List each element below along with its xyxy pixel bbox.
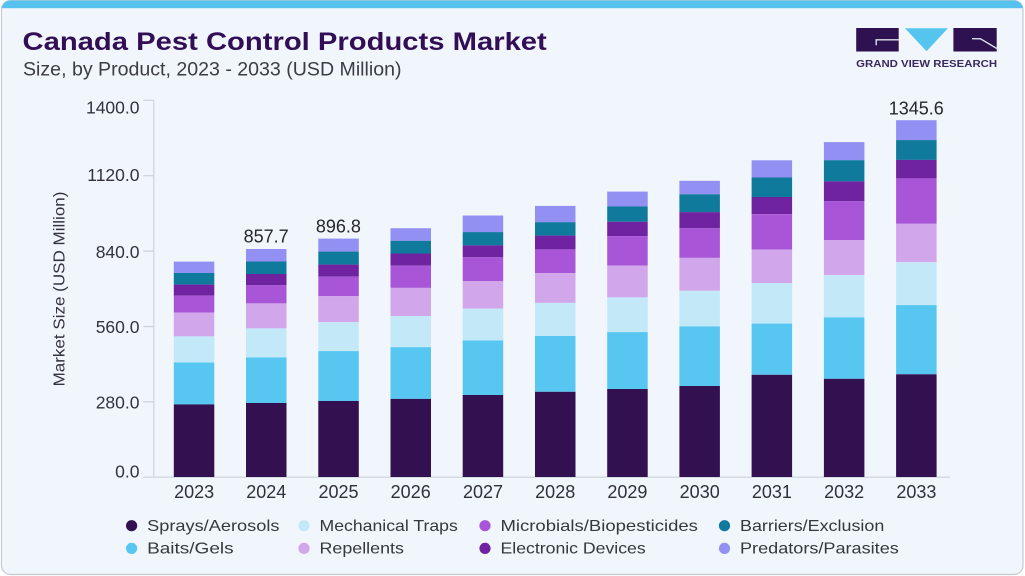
svg-text:Sprays/Aerosols: Sprays/Aerosols [147,518,279,535]
svg-text:896.8: 896.8 [316,216,361,236]
svg-text:2029: 2029 [607,482,647,502]
svg-text:0.0: 0.0 [115,461,140,481]
svg-text:Canada Pest Control Products M: Canada Pest Control Products Market [23,28,548,56]
svg-text:Microbials/Biopesticides: Microbials/Biopesticides [501,518,698,535]
svg-text:2023: 2023 [174,482,214,502]
svg-text:Barriers/Exclusion: Barriers/Exclusion [740,518,884,535]
svg-text:Mechanical Traps: Mechanical Traps [320,518,458,535]
svg-text:2030: 2030 [680,482,720,502]
svg-text:857.7: 857.7 [244,226,289,246]
svg-text:Predators/Parasites: Predators/Parasites [740,541,899,558]
svg-text:2032: 2032 [824,482,864,502]
svg-text:2025: 2025 [318,482,358,502]
svg-text:2027: 2027 [463,482,503,502]
svg-text:Size, by Product, 2023 - 2033: Size, by Product, 2023 - 2033 (USD Milli… [23,59,402,80]
svg-text:840.0: 840.0 [96,242,140,262]
svg-text:2024: 2024 [246,482,286,502]
svg-text:GRAND VIEW RESEARCH: GRAND VIEW RESEARCH [856,59,997,70]
svg-text:1400.0: 1400.0 [86,98,140,118]
svg-text:560.0: 560.0 [96,317,140,337]
svg-text:280.0: 280.0 [96,392,140,412]
svg-text:Electronic Devices: Electronic Devices [501,541,646,558]
svg-text:Baits/Gels: Baits/Gels [147,541,234,558]
svg-text:2033: 2033 [896,482,936,502]
svg-text:1345.6: 1345.6 [889,98,944,118]
svg-text:Repellents: Repellents [320,541,404,558]
svg-text:Market Size (USD Million): Market Size (USD Million) [52,192,69,387]
svg-text:2031: 2031 [752,482,792,502]
svg-text:2026: 2026 [391,482,431,502]
svg-text:1120.0: 1120.0 [87,165,139,185]
svg-text:2028: 2028 [535,482,575,502]
